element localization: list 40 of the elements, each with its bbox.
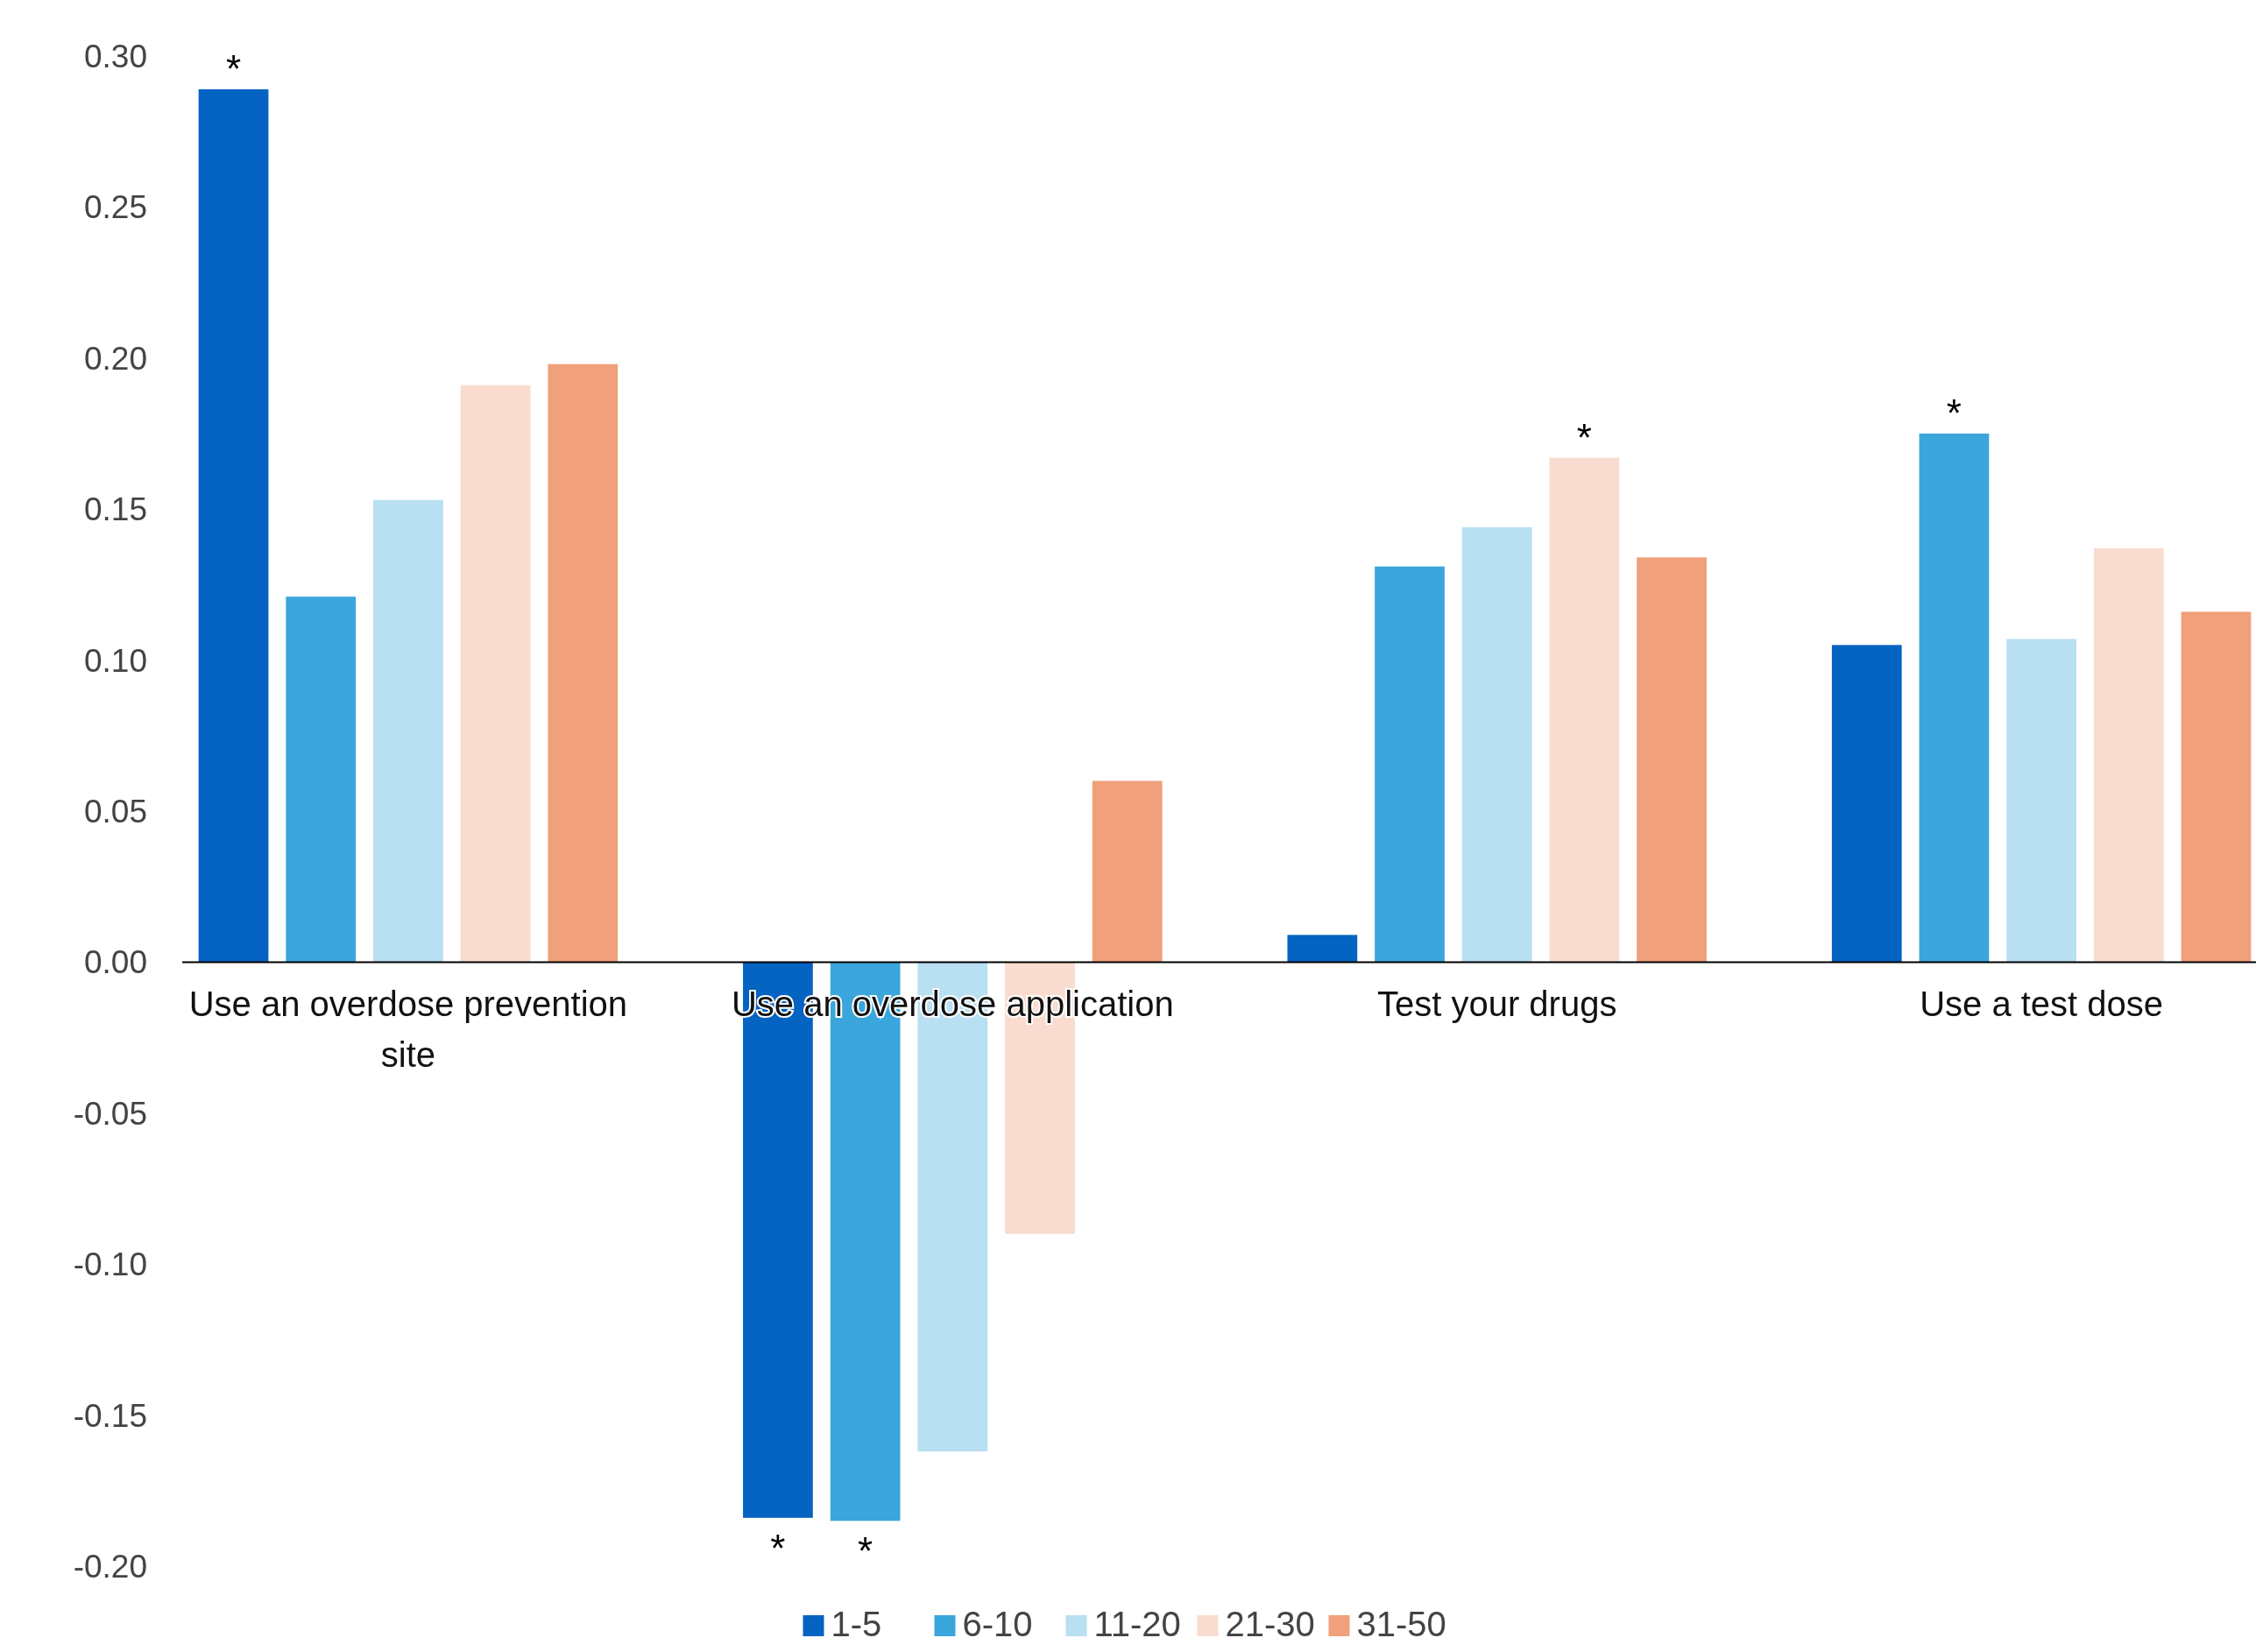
- y-tick-label: -0.05: [73, 1095, 147, 1132]
- bar: [373, 499, 443, 963]
- legend-label: 11-20: [1093, 1605, 1181, 1643]
- bar: [548, 364, 619, 963]
- legend-label: 21-30: [1225, 1605, 1315, 1643]
- bar: [286, 597, 357, 963]
- y-tick-label: 0.30: [83, 38, 147, 74]
- data-label: *: [770, 1526, 786, 1570]
- y-tick-label: 0.10: [83, 642, 147, 679]
- y-tick-label: 0.15: [83, 491, 147, 528]
- bar: [1092, 780, 1163, 963]
- y-tick-label: -0.15: [73, 1397, 147, 1434]
- x-tick-label: Use an overdose prevention site: [188, 985, 628, 1075]
- y-tick-label: 0.00: [83, 944, 147, 981]
- bar: [1461, 526, 1532, 963]
- x-tick-label: Use a test dose: [1920, 985, 2164, 1024]
- bar: [1287, 935, 1358, 963]
- data-label: *: [1946, 392, 1962, 434]
- bar: [1919, 434, 1990, 963]
- bar: [1549, 457, 1620, 963]
- bar: [198, 88, 269, 963]
- y-tick-label: -0.20: [73, 1548, 147, 1585]
- bar: [2181, 611, 2252, 963]
- y-tick-label: 0.05: [83, 793, 147, 830]
- x-tick-label: Test your drugs: [1376, 985, 1617, 1024]
- bar: [1637, 557, 1707, 963]
- bar: [2093, 548, 2164, 963]
- legend-label: 31-50: [1356, 1605, 1446, 1643]
- bar: [1375, 566, 1445, 963]
- data-label: *: [858, 1529, 873, 1573]
- legend-label: 1-5: [831, 1605, 882, 1643]
- bar: [2006, 639, 2076, 963]
- data-label: *: [225, 46, 242, 90]
- data-label: *: [1576, 415, 1592, 459]
- y-tick-label: 0.20: [83, 340, 147, 377]
- y-tick-label: 0.25: [83, 189, 147, 226]
- bar: [460, 385, 531, 963]
- bar: [1831, 645, 1902, 963]
- y-tick-label: -0.10: [73, 1246, 147, 1283]
- legend-label: 6-10: [962, 1605, 1033, 1643]
